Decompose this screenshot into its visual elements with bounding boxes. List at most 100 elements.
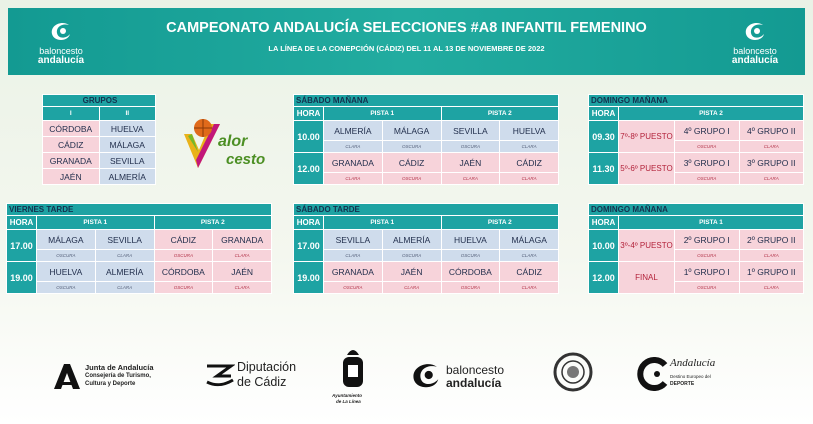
row: CÓRDOBA HUELVA [42,120,156,137]
team: 3º GRUPO I [674,152,740,173]
logo-text: andalucía [731,55,779,66]
jersey-color: OSCURA [440,281,501,294]
time: 12.00 [588,261,619,294]
team: GRANADA [323,261,383,282]
jersey-color: CLARA [499,140,560,153]
row: OSCURA CLARA [589,281,805,294]
team: MÁLAGA [499,229,560,250]
pista-header: PISTA 2 [153,215,273,230]
logo-left: baloncesto andalucía [26,20,96,66]
row: SÁBADO TARDE [292,203,560,216]
row: 10.00 ALMERÍA MÁLAGA SEVILLA HUELVA [293,120,560,153]
time: 09.30 [588,120,619,153]
jersey-color: OSCURA [674,140,740,153]
table-title: DOMINGO MAÑANA [587,203,805,216]
jersey-color: OSCURA [323,281,383,294]
round: FINAL [618,261,675,294]
time: 12.00 [293,152,324,185]
row: DOMINGO MAÑANA [587,203,805,216]
jersey-color: CLARA [440,172,501,185]
row: SÁBADO MAÑANA [292,94,560,107]
row: OSCURA CLARA [589,172,805,185]
row: HORA PISTA 1 PISTA 2 [6,215,273,230]
team: HUELVA [440,229,501,250]
team: SEVILLA [94,229,155,250]
logo-text: baloncesto [733,46,777,56]
team: MÁLAGA [36,229,96,250]
team: JAÉN [381,261,442,282]
sponsor-text: Cultura y Deporte [85,381,136,387]
hora-header: HORA [293,106,324,121]
sponsor-text: DEPORTE [670,381,695,387]
sponsor-text: Ayuntamiento [332,393,363,398]
jersey-color: CLARA [381,281,442,294]
pista-header: PISTA 1 [323,106,442,121]
sponsor-text: Diputación [237,360,297,374]
jersey-color: OSCURA [440,249,501,262]
sponsor-text: Junta de Andalucía [85,363,154,372]
team: CÓRDOBA [440,261,501,282]
groups-table: GRUPOS I II CÓRDOBA HUELVA CÁDIZ MÁLAGA GRANADA… [42,94,156,185]
group-header: II [98,106,156,121]
team: MÁLAGA [381,120,442,141]
group-team: ALMERÍA [98,168,156,185]
jersey-color: CLARA [212,249,273,262]
schedule-table: DOMINGO MAÑANA HORA PISTA 1 10.00 3º-4º PUES… [587,203,805,294]
group-team: CÓRDOBA [42,120,100,137]
schedule-table: DOMINGO MAÑANA HORA PISTA 2 09.30 7º-8º PUES… [587,94,805,185]
row: 19.00 GRANADA JAÉN CÓRDOBA CÁDIZ [293,261,560,294]
jersey-color: CLARA [738,249,805,262]
table-title: SÁBADO MAÑANA [292,94,560,107]
team: HUELVA [36,261,96,282]
jersey-color: OSCURA [36,249,96,262]
time: 19.00 [6,261,37,294]
row: 19.00 HUELVA ALMERÍA CÓRDOBA JAÉN [6,261,273,294]
pista-header: PISTA 2 [617,106,805,121]
row: CLARA OSCURA OSCURA CLARA [294,249,560,262]
title: CAMPEONATO ANDALUCÍA SELECCIONES #A8 INF… [166,20,647,36]
row: JAÉN ALMERÍA [42,168,156,185]
row: GRUPOS [42,94,156,107]
time: 10.00 [588,229,619,262]
logo-word: alor [218,133,248,150]
jersey-color: CLARA [94,249,155,262]
andalucia-icon [637,357,668,391]
hora-header: HORA [588,106,619,121]
sponsor-text: baloncesto [446,363,505,377]
logo-icon [51,23,70,40]
team: 2º GRUPO II [738,229,805,250]
jersey-color: CLARA [323,140,383,153]
round: 5º-6º PUESTO [618,152,675,185]
sponsor-text: Consejería de Turismo, [85,373,151,379]
row: OSCURA CLARA [589,140,805,153]
row: 11.30 5º-6º PUESTO 3º GRUPO I 3º GRUPO II [588,152,805,185]
team: ALMERÍA [94,261,155,282]
jersey-color: CLARA [499,281,560,294]
team: ALMERÍA [381,229,442,250]
time: 17.00 [293,229,324,262]
jersey-color: CLARA [94,281,155,294]
row: 12.00 GRANADA CÁDIZ JAÉN CÁDIZ [293,152,560,185]
group-team: JAÉN [42,168,100,185]
team: 4º GRUPO II [738,120,805,141]
logo-icon [745,23,764,40]
row: HORA PISTA 1 PISTA 2 [293,215,560,230]
hora-header: HORA [6,215,37,230]
schedule-table: SÁBADO MAÑANA HORA PISTA 1 PISTA 2 10.00 ALME… [292,94,560,185]
row: I II [42,106,156,121]
jersey-color: OSCURA [440,140,501,153]
schedule-table: SÁBADO TARDE HORA PISTA 1 PISTA 2 17.00 SEVIL… [292,203,560,294]
team: CÁDIZ [499,261,560,282]
row: VIERNES TARDE [5,203,273,216]
jersey-color: CLARA [323,172,383,185]
row: OSCURA CLARA OSCURA CLARA [7,249,273,262]
team: HUELVA [499,120,560,141]
sponsor-text: Andalucía [670,357,716,369]
team: JAÉN [440,152,501,173]
time: 17.00 [6,229,37,262]
row: OSCURA CLARA OSCURA CLARA [294,281,560,294]
pista-header: PISTA 1 [323,215,442,230]
team: 2º GRUPO I [674,229,740,250]
subtitle: LA LÍNEA DE LA CONEPCIÓN (CÁDIZ) DEL 11 … [268,44,545,53]
